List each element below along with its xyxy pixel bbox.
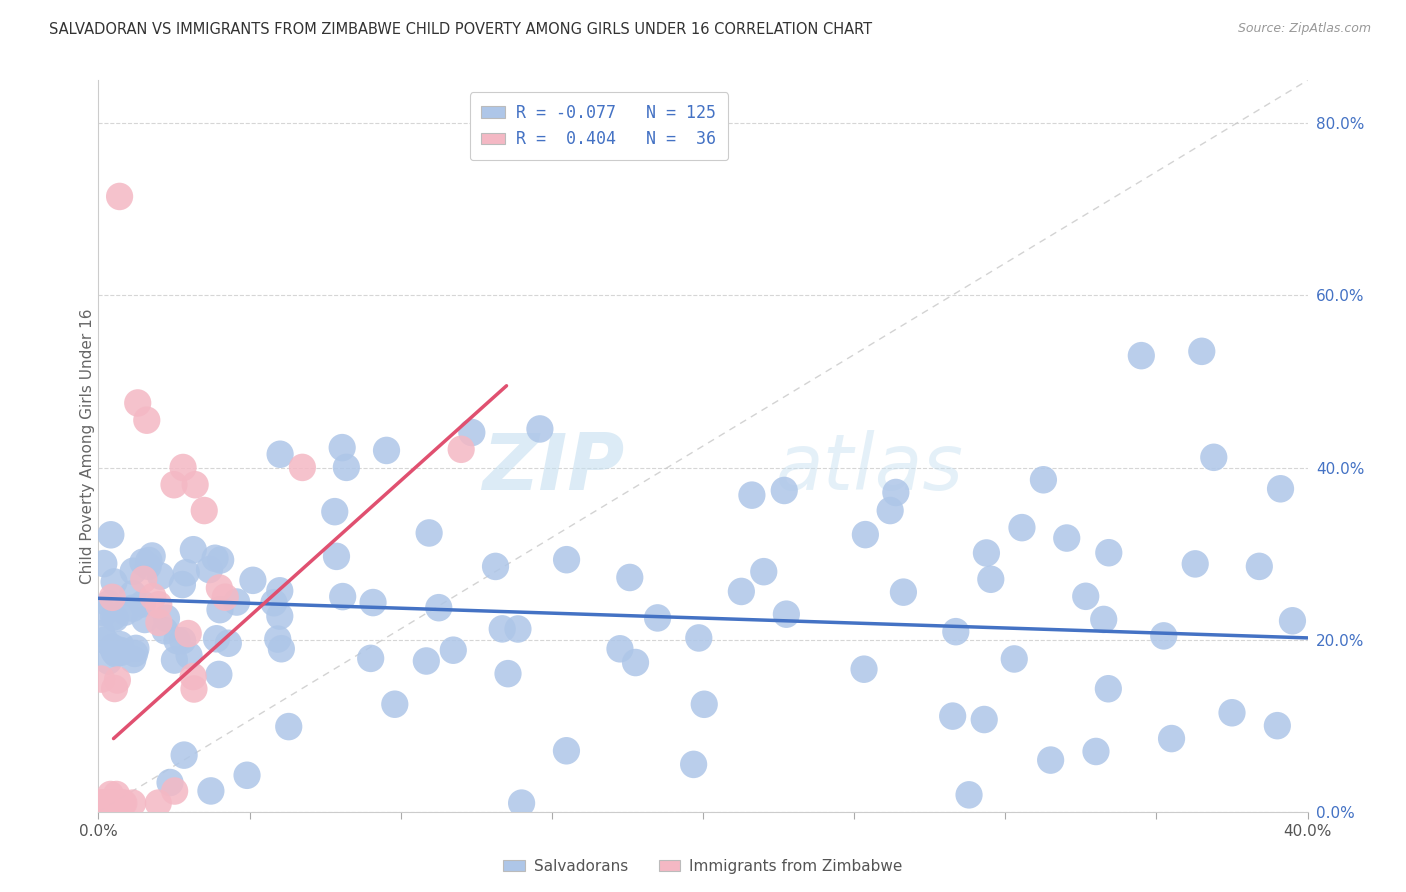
Text: Source: ZipAtlas.com: Source: ZipAtlas.com [1237, 22, 1371, 36]
Text: SALVADORAN VS IMMIGRANTS FROM ZIMBABWE CHILD POVERTY AMONG GIRLS UNDER 16 CORREL: SALVADORAN VS IMMIGRANTS FROM ZIMBABWE C… [49, 22, 872, 37]
Legend: R = -0.077   N = 125, R =  0.404   N =  36: R = -0.077 N = 125, R = 0.404 N = 36 [470, 92, 728, 160]
Text: ZIP: ZIP [482, 430, 624, 506]
Legend: Salvadorans, Immigrants from Zimbabwe: Salvadorans, Immigrants from Zimbabwe [498, 853, 908, 880]
Y-axis label: Child Poverty Among Girls Under 16: Child Poverty Among Girls Under 16 [80, 309, 94, 583]
Text: atlas: atlas [776, 430, 963, 506]
